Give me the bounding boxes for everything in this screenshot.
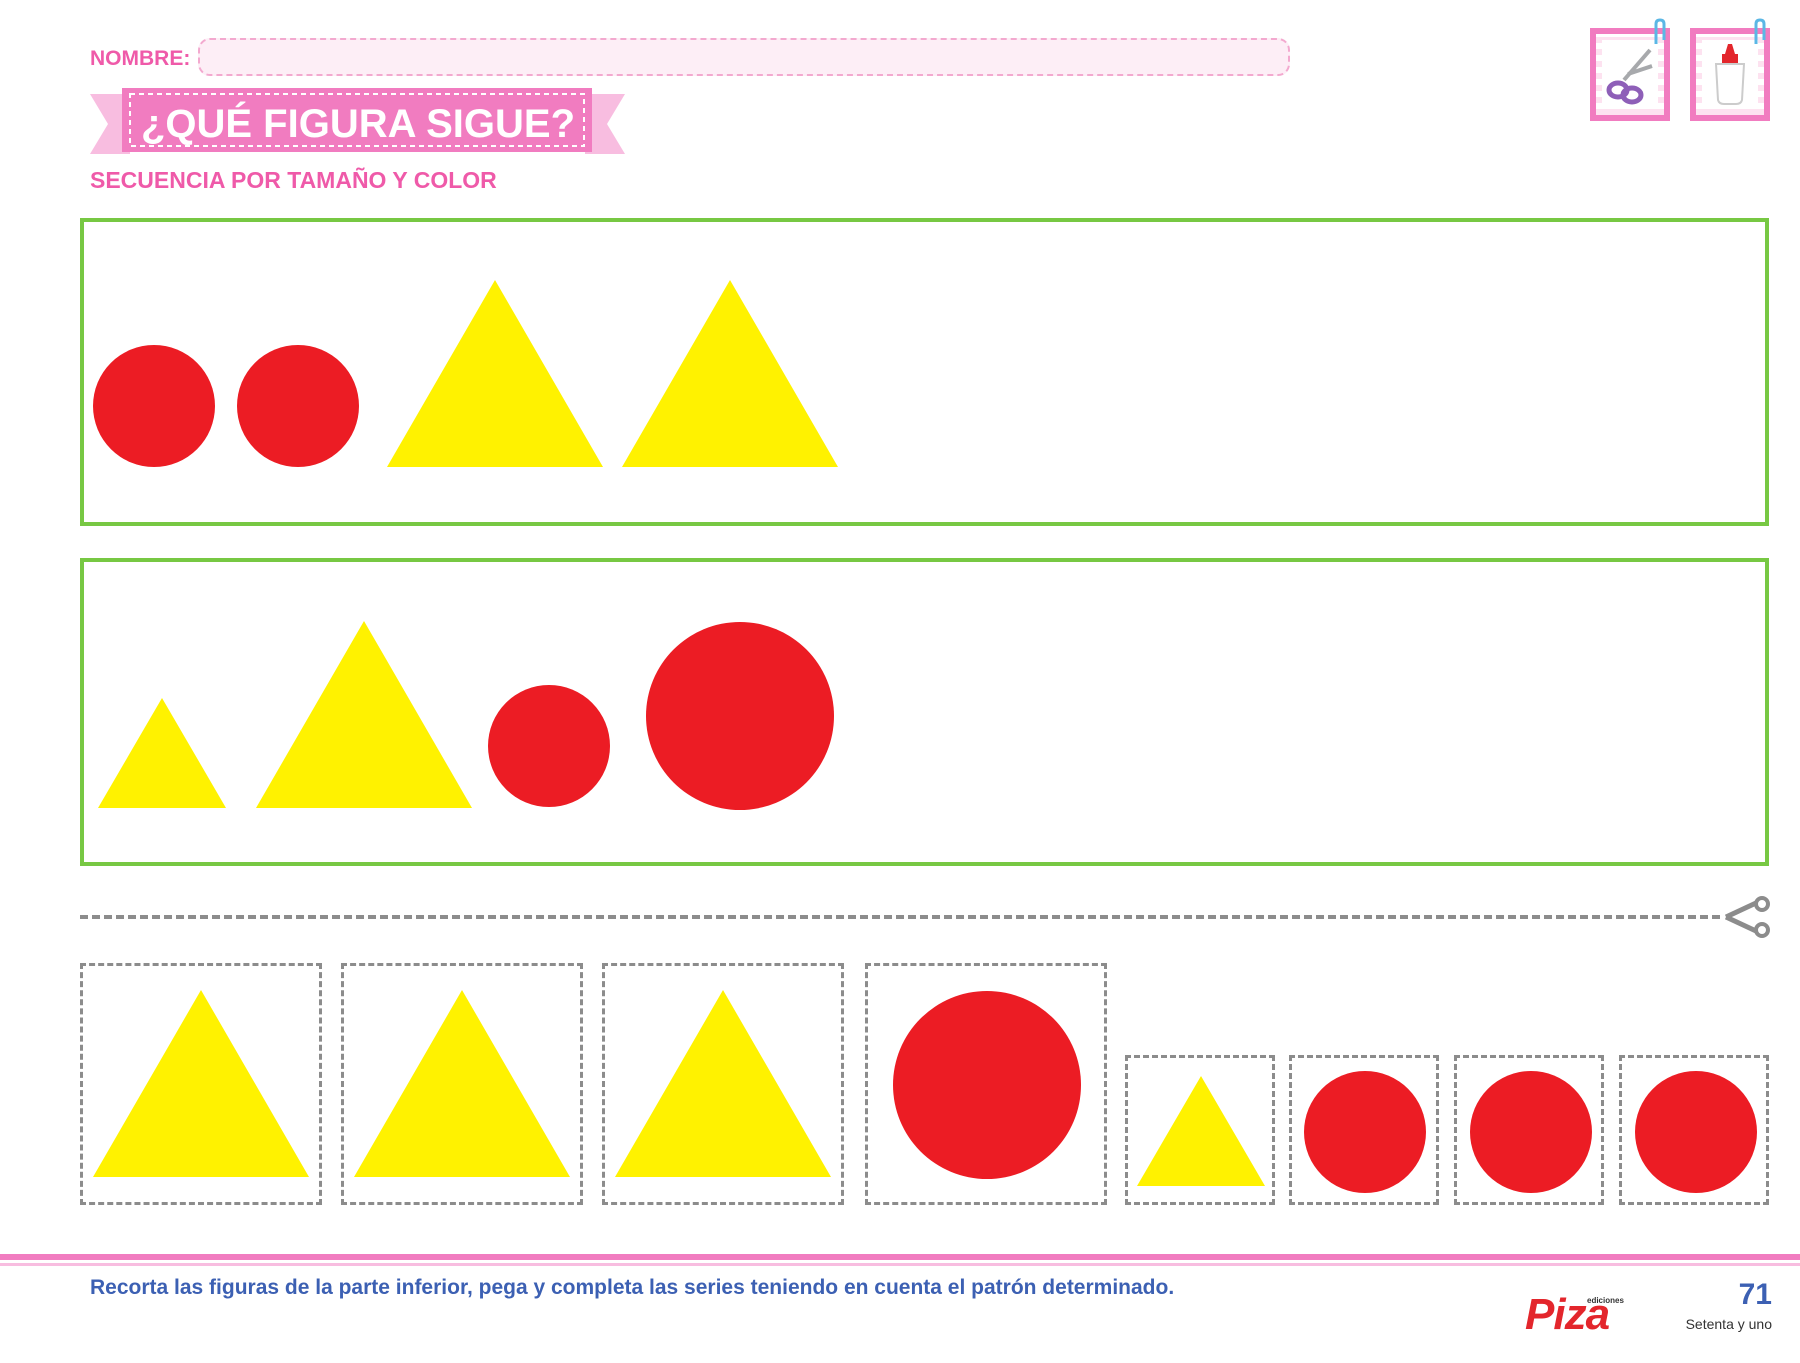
paperclip-icon: [1754, 18, 1766, 44]
cutout-large-yellow-triangle[interactable]: [602, 963, 844, 1205]
sequence-panel-1[interactable]: [80, 218, 1769, 526]
small-yellow-triangle: [98, 698, 226, 808]
cutout-small-red-circle[interactable]: [1289, 1055, 1439, 1205]
yellow-triangle: [354, 990, 570, 1177]
cutout-small-red-circle[interactable]: [1619, 1055, 1769, 1205]
large-yellow-triangle: [256, 621, 472, 808]
page-number-words: Setenta y uno: [1685, 1316, 1772, 1332]
large-red-circle: [646, 622, 834, 810]
cutout-small-red-circle[interactable]: [1454, 1055, 1604, 1205]
small-red-circle: [488, 685, 610, 807]
name-field[interactable]: [198, 38, 1290, 76]
scissors-icon: [1606, 48, 1653, 105]
page-number: 71: [1738, 1278, 1772, 1311]
yellow-triangle: [622, 280, 838, 467]
red-circle: [893, 991, 1081, 1179]
cutout-large-yellow-triangle[interactable]: [341, 963, 583, 1205]
page-subtitle: SECUENCIA POR TAMAÑO Y COLOR: [90, 167, 497, 193]
red-circle: [237, 345, 359, 467]
red-circle: [1470, 1071, 1592, 1193]
footer-rule: [0, 1263, 1800, 1266]
yellow-triangle: [1137, 1076, 1265, 1186]
yellow-triangle: [387, 280, 603, 467]
instructions-text: Recorta las figuras de la parte inferior…: [90, 1276, 1175, 1299]
red-circle: [1635, 1071, 1757, 1193]
brand-logo: Piza: [1525, 1290, 1610, 1339]
cut-line: [80, 915, 1720, 919]
yellow-triangle: [615, 990, 831, 1177]
name-label: NOMBRE:: [90, 47, 191, 70]
cutout-large-yellow-triangle[interactable]: [80, 963, 322, 1205]
red-circle: [1304, 1071, 1426, 1193]
scissors-icon: [1724, 896, 1770, 938]
sequence-panel-2[interactable]: [80, 558, 1769, 866]
glue-bottle-icon: [1714, 44, 1746, 105]
cutout-small-yellow-triangle[interactable]: [1125, 1055, 1275, 1205]
red-circle: [93, 345, 215, 467]
cutout-large-red-circle[interactable]: [865, 963, 1107, 1205]
brand-subtitle: ediciones: [1587, 1296, 1624, 1305]
page-title: ¿QUÉ FIGURA SIGUE?: [140, 101, 576, 146]
title-banner: [90, 88, 625, 154]
paperclip-icon: [1654, 18, 1666, 44]
footer-rule: [0, 1254, 1800, 1260]
yellow-triangle: [93, 990, 309, 1177]
